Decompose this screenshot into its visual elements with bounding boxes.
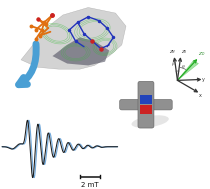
Text: x: x: [199, 93, 202, 98]
Text: 2 mT: 2 mT: [81, 182, 98, 188]
Text: $Z_D$: $Z_D$: [198, 51, 206, 58]
Ellipse shape: [131, 115, 169, 128]
Text: $Z_M$: $Z_M$: [169, 49, 176, 56]
Text: $\beta$: $\beta$: [171, 60, 176, 68]
Polygon shape: [21, 8, 126, 69]
Text: y: y: [202, 77, 205, 82]
Text: $Z_R$: $Z_R$: [181, 49, 188, 56]
Polygon shape: [52, 37, 109, 65]
Polygon shape: [177, 61, 198, 80]
FancyBboxPatch shape: [140, 95, 152, 104]
FancyBboxPatch shape: [120, 99, 172, 110]
FancyBboxPatch shape: [140, 105, 152, 114]
FancyBboxPatch shape: [138, 81, 154, 128]
Text: $\theta$: $\theta$: [181, 63, 186, 70]
